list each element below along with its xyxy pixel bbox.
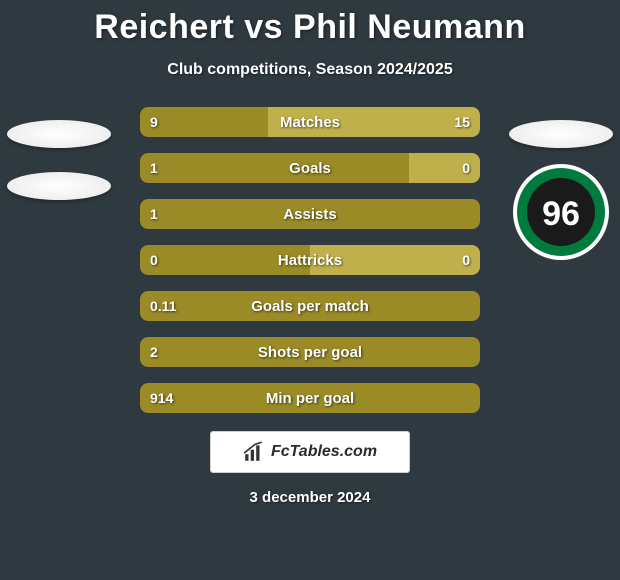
stat-bar-player1 <box>140 291 480 321</box>
stat-bar-player2 <box>310 245 480 275</box>
stat-bar-player2 <box>268 107 481 137</box>
stat-value-player2: 0 <box>462 245 470 275</box>
page-subtitle: Club competitions, Season 2024/2025 <box>0 61 620 79</box>
stat-row: 2Shots per goal <box>140 337 480 367</box>
page-title: Reichert vs Phil Neumann <box>0 0 620 47</box>
stat-row: 1Assists <box>140 199 480 229</box>
stat-row: 914Min per goal <box>140 383 480 413</box>
stat-bar-player1 <box>140 383 480 413</box>
stat-value-player2: 0 <box>462 153 470 183</box>
stat-row: 00Hattricks <box>140 245 480 275</box>
stat-row: 0.11Goals per match <box>140 291 480 321</box>
stat-bar-player1 <box>140 153 409 183</box>
stat-bar-player1 <box>140 199 480 229</box>
brand-chart-icon <box>243 441 265 463</box>
svg-text:96: 96 <box>542 195 580 233</box>
placeholder-ellipse-icon <box>509 120 613 148</box>
stat-bar-player1 <box>140 245 310 275</box>
stat-value-player1: 914 <box>150 383 173 413</box>
stat-value-player2: 15 <box>454 107 470 137</box>
club-badge-icon: 96 <box>511 162 611 262</box>
brand-text: FcTables.com <box>271 443 377 461</box>
footer-date: 3 december 2024 <box>0 489 620 506</box>
stat-value-player1: 0 <box>150 245 158 275</box>
stat-row: 915Matches <box>140 107 480 137</box>
stat-value-player1: 9 <box>150 107 158 137</box>
stat-bar-player1 <box>140 107 268 137</box>
stat-row: 10Goals <box>140 153 480 183</box>
stat-value-player1: 0.11 <box>150 291 176 321</box>
stat-value-player1: 1 <box>150 153 158 183</box>
placeholder-ellipse-icon <box>7 120 111 148</box>
player2-badge-area: 96 <box>506 120 616 262</box>
stat-value-player1: 2 <box>150 337 158 367</box>
stats-bars: 915Matches10Goals1Assists00Hattricks0.11… <box>140 107 480 413</box>
player1-badge-area <box>4 120 114 200</box>
stat-bar-player1 <box>140 337 480 367</box>
brand-logo: FcTables.com <box>210 431 410 473</box>
stat-value-player1: 1 <box>150 199 158 229</box>
placeholder-ellipse-icon <box>7 172 111 200</box>
